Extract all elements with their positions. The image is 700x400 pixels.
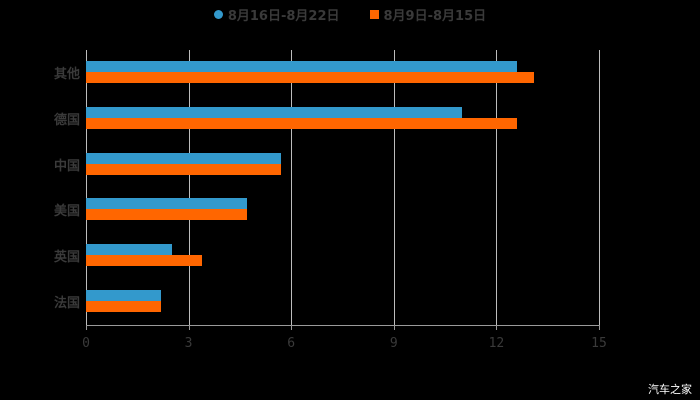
axis-tick xyxy=(393,325,395,330)
x-tick-label: 6 xyxy=(287,336,296,351)
legend-item-series1[interactable]: 8月16日-8月22日 xyxy=(213,4,340,24)
chart-legend: 8月16日-8月22日 8月9日-8月15日 xyxy=(0,4,700,24)
gridline xyxy=(291,50,293,325)
bar[interactable] xyxy=(86,61,517,72)
legend-label: 8月16日-8月22日 xyxy=(227,8,340,24)
x-tick-label: 3 xyxy=(184,336,193,351)
bar[interactable] xyxy=(86,255,203,267)
x-tick-label: 12 xyxy=(488,336,505,351)
category-label: 中国 xyxy=(53,158,80,174)
x-tick-label: 9 xyxy=(389,336,398,351)
bar[interactable] xyxy=(86,163,281,175)
circle-marker-icon xyxy=(213,9,223,19)
legend-label: 8月9日-8月15日 xyxy=(383,8,487,24)
axis-tick xyxy=(599,325,600,330)
category-label: 英国 xyxy=(53,250,80,266)
gridline xyxy=(393,50,395,325)
category-label: 其他 xyxy=(53,67,80,82)
gridline xyxy=(86,50,87,325)
bar[interactable] xyxy=(86,152,281,164)
bar[interactable] xyxy=(86,72,535,83)
bar[interactable] xyxy=(86,117,517,129)
axis-tick xyxy=(496,325,498,330)
bar[interactable] xyxy=(86,244,172,256)
gridline xyxy=(496,50,498,325)
x-axis xyxy=(86,325,599,326)
legend-item-series2[interactable]: 8月9日-8月15日 xyxy=(369,4,487,24)
axis-tick xyxy=(86,325,87,330)
square-marker-icon xyxy=(369,9,379,19)
watermark: 汽车之家 xyxy=(648,383,692,396)
x-tick-label: 0 xyxy=(82,336,90,351)
category-label: 美国 xyxy=(53,204,80,220)
gridline xyxy=(188,50,190,325)
axis-tick xyxy=(291,325,293,330)
category-label: 法国 xyxy=(53,296,80,311)
bar[interactable] xyxy=(86,301,162,312)
bar[interactable] xyxy=(86,209,247,221)
axis-tick xyxy=(188,325,190,330)
bar[interactable] xyxy=(86,290,162,301)
category-label: 德国 xyxy=(53,112,80,128)
x-tick-label: 15 xyxy=(591,336,607,351)
bar[interactable] xyxy=(86,106,463,118)
bar[interactable] xyxy=(86,198,247,210)
gridline xyxy=(599,50,600,325)
